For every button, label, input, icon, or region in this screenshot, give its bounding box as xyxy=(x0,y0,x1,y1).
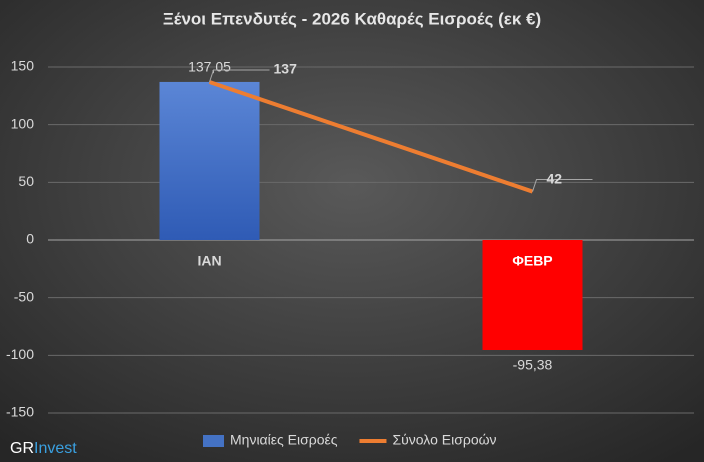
line-value-label: 137 xyxy=(274,61,298,77)
y-tick-label: 0 xyxy=(26,231,34,247)
watermark-part: Invest xyxy=(34,440,77,457)
line-value-label: 42 xyxy=(547,170,563,186)
y-tick-label: 150 xyxy=(11,58,35,74)
chart-title: Ξένοι Επενδυτές - 2026 Καθαρές Εισροές (… xyxy=(163,9,541,28)
x-tick-label: ΦΕΒΡ xyxy=(512,253,552,269)
bar xyxy=(159,81,260,240)
bar xyxy=(482,240,583,351)
y-tick-label: -150 xyxy=(6,404,34,420)
watermark-part: GR xyxy=(10,440,34,457)
line xyxy=(208,80,534,194)
y-tick-label: -50 xyxy=(14,288,34,304)
y-tick-label: -100 xyxy=(6,346,34,362)
legend-label: Σύνολο Εισροών xyxy=(392,432,496,448)
legend-swatch xyxy=(203,435,224,447)
y-tick-label: 50 xyxy=(18,173,34,189)
x-tick-label: ΙΑΝ xyxy=(197,253,221,269)
watermark-text: GRInvest xyxy=(10,440,77,457)
watermark: GRInvest xyxy=(10,440,77,457)
leader-line xyxy=(532,179,593,192)
legend-label: Μηνιαίες Εισροές xyxy=(230,432,338,448)
y-tick-label: 100 xyxy=(11,115,35,131)
bar-value-label: 137,05 xyxy=(188,59,231,75)
bar-value-label: -95,38 xyxy=(513,357,553,373)
leader-line xyxy=(209,69,270,83)
